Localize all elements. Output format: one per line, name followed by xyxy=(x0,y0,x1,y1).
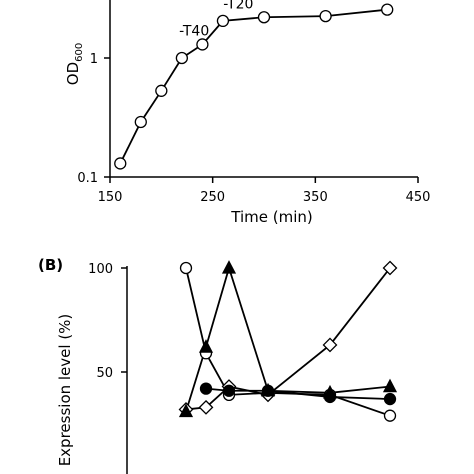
panel-b-data-point xyxy=(323,390,337,404)
panel-a-y-label-subscript: 600 xyxy=(74,43,85,62)
panel-a-data-point xyxy=(114,157,127,170)
panel-a-x-tick-label: 150 xyxy=(98,190,123,205)
panel-a-data-point xyxy=(175,51,189,65)
panel-a-x-tick-label: 250 xyxy=(200,190,225,205)
panel-b-data-point xyxy=(198,399,214,415)
panel-b-data-point xyxy=(199,382,213,395)
panel-b-label: (B) xyxy=(38,256,63,274)
panel-b-series-line xyxy=(185,267,391,417)
svg-text:OD600: OD600 xyxy=(64,43,85,85)
panel-a-data-point xyxy=(155,84,168,97)
panel-a-data-point xyxy=(381,3,394,16)
panel-b-y-tick-label: 100 xyxy=(88,262,113,277)
panel-a-y-tick-label: 1 xyxy=(90,52,98,67)
panel-b-data-point xyxy=(221,260,237,274)
panel-a-od-growth-curve: 150 250 350 450 0.1 1 -T20 -T40 Time (min) OD6… xyxy=(64,0,430,226)
panel-b-tick-labels: 50 100 xyxy=(88,262,113,381)
panel-a-y-label-main: OD xyxy=(64,62,82,85)
panel-b-series-points xyxy=(178,260,398,422)
panel-a-annotations: -T20 -T40 xyxy=(179,0,253,39)
panel-a-y-tick-label: 0.1 xyxy=(77,171,98,186)
panel-b-data-point xyxy=(261,384,275,397)
panel-a-y-axis-label: OD600 xyxy=(64,43,85,85)
panel-a-data-point xyxy=(216,14,230,28)
panel-b-series-lines xyxy=(185,264,391,417)
panel-a-annotation: -T40 xyxy=(179,23,209,39)
panel-b-data-point xyxy=(178,403,194,418)
panel-b-data-point xyxy=(382,260,398,276)
panel-b-data-point xyxy=(179,261,193,275)
panel-b-data-point xyxy=(198,339,214,353)
panel-a-data-point xyxy=(196,38,209,51)
panel-b-ticks xyxy=(121,267,127,373)
panel-b-data-point xyxy=(383,392,397,406)
panel-a-series-points xyxy=(114,3,394,170)
panel-a-x-axis-label: Time (min) xyxy=(230,208,312,226)
panel-b-series-line xyxy=(185,267,391,411)
panel-a-ticks xyxy=(104,57,419,183)
panel-b-y-axis-label: Expression level (%) xyxy=(56,314,74,467)
panel-b-data-point xyxy=(383,409,397,422)
panel-a-tick-labels: 150 250 350 450 0.1 1 xyxy=(77,52,430,205)
panel-a-annotation: -T20 xyxy=(223,0,253,13)
panel-a-data-point xyxy=(134,115,147,129)
panel-a-data-point xyxy=(319,9,332,23)
panel-b-data-point xyxy=(382,378,398,393)
panel-b-data-point xyxy=(222,384,236,397)
panel-b-expression-level: (B) 50 100 Expression level (%) xyxy=(38,256,398,474)
panel-a-x-tick-label: 350 xyxy=(303,190,328,205)
panel-b-data-point xyxy=(322,337,338,353)
panel-b-y-axis-label-text: Expression level (%) xyxy=(56,314,74,467)
panel-a-data-point xyxy=(257,11,271,24)
panel-b-y-tick-label: 50 xyxy=(96,366,113,381)
panel-a-x-tick-label: 450 xyxy=(406,190,431,205)
